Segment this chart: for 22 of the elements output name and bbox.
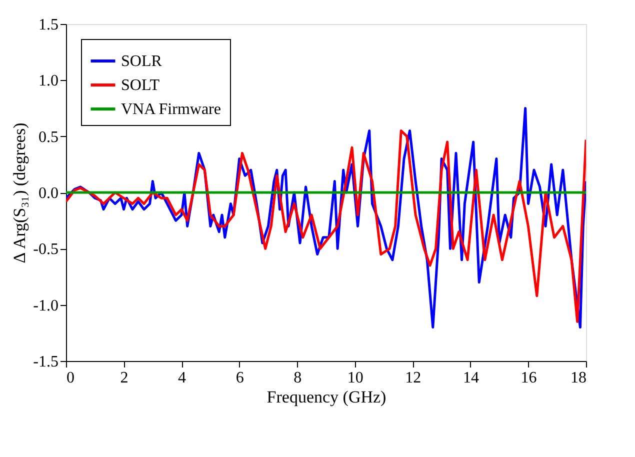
x-tick-label: 6: [236, 370, 244, 386]
x-tick-label: 10: [347, 370, 364, 386]
y-tick-label: 1.0: [38, 72, 58, 90]
y-axis-title: Δ Arg(S₃₁) (degrees): [10, 122, 30, 264]
x-axis-title: Frequency (GHz): [266, 388, 386, 406]
y-tick-label: 0.5: [38, 128, 58, 146]
x-tick-label: 2: [120, 370, 128, 386]
y-tick-label: -1.0: [33, 297, 58, 314]
x-tick-label: 18: [570, 370, 586, 386]
y-tick-label: 0.0: [38, 185, 58, 202]
x-tick-label: 14: [462, 370, 479, 386]
y-tick-label: -1.5: [33, 354, 58, 370]
x-tick-label: 4: [178, 370, 186, 386]
legend-label: SOLR: [121, 53, 162, 70]
x-tick-label: 16: [520, 370, 537, 386]
y-tick-label: 1.5: [38, 16, 58, 34]
x-tick-label: 8: [294, 370, 302, 386]
x-tick-label: 12: [405, 370, 422, 386]
legend-label: VNA Firmware: [121, 101, 221, 118]
x-tick-label: 0: [66, 370, 74, 386]
y-tick-label: -0.5: [33, 241, 58, 258]
legend-label: SOLT: [121, 77, 160, 94]
